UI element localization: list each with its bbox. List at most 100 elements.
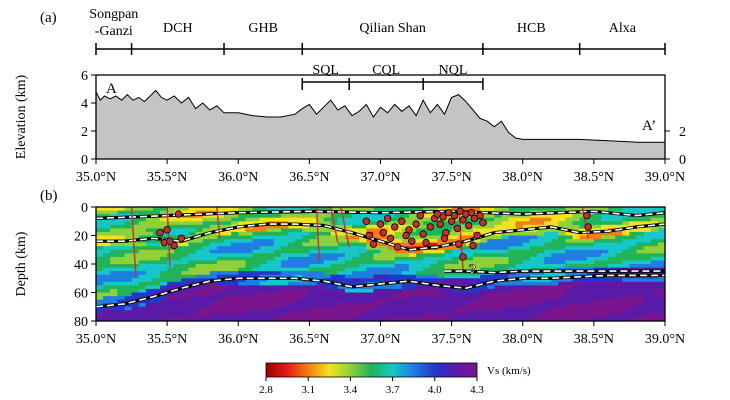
heatmap-cell [387,249,396,254]
heatmap-cell [288,281,296,286]
heatmap-cell [636,303,645,308]
heatmap-cell [608,313,616,319]
heatmap-cell [352,246,360,251]
heatmap-cell [522,296,531,301]
heatmap-cell [224,303,232,308]
heatmap-cell [96,253,104,258]
heatmap-cell [529,253,538,258]
heatmap-cell [551,292,559,297]
xtick-label: 38.5°N [574,170,614,185]
heatmap-cell [657,246,665,251]
heatmap-cell [480,310,488,315]
heatmap-cell [316,274,325,279]
heatmap-cell [458,306,467,311]
heatmap-cell [416,299,424,304]
heatmap-cell [537,313,545,319]
heatmap-cell [145,264,154,269]
heatmap-cell [252,253,261,258]
heatmap-cell [480,235,488,240]
heatmap-cell [323,310,332,315]
heatmap-cell [437,260,446,265]
heatmap-cell [501,246,510,251]
heatmap-cell [131,249,140,254]
heatmap-cell [288,303,296,308]
heatmap-cell [416,274,424,279]
heatmap-cell [188,249,197,254]
heatmap-cell [622,317,631,321]
heatmap-cell [330,292,339,297]
heatmap-cell [473,288,481,294]
heatmap-cell [394,303,403,308]
heatmap-cell [245,278,254,283]
heatmap-cell [636,217,645,222]
heatmap-cell [202,313,211,319]
heatmap-cell [188,253,197,258]
heatmap-cell [316,246,325,251]
heatmap-cell [167,249,175,254]
heatmap-cell [344,239,353,244]
heatmap-cell [473,239,481,244]
heatmap-cell [295,214,303,219]
heatmap-cell [544,246,552,251]
heatmap-cell [394,317,403,321]
earthquake-marker [440,234,449,242]
heatmap-cell [622,207,631,212]
heatmap-cell [444,249,453,254]
xtick-label: 38.5°N [574,332,614,347]
heatmap-cell [629,281,638,286]
heatmap-cell [295,207,303,212]
heatmap-cell [373,214,382,219]
heatmap-cell [117,292,126,297]
heatmap-cell [174,246,182,251]
heatmap-cell [138,306,147,311]
heatmap-cell [458,288,467,294]
heatmap-cell [366,271,375,276]
heatmap-cell [373,274,382,279]
heatmap-cell [202,217,211,222]
heatmap-cell [266,253,275,258]
heatmap-cell [537,256,545,262]
heatmap-cell [160,310,168,315]
heatmap-cell [636,253,645,258]
heatmap-cell [288,317,296,321]
heatmap-cell [344,253,353,258]
heatmap-cell [160,207,168,212]
heatmap-cell [266,214,275,219]
heatmap-cell [529,256,538,262]
heatmap-cell [522,310,531,315]
heatmap-cell [537,281,545,286]
heatmap-cell [103,260,111,265]
xtick-label: 35.0°N [76,170,116,185]
heatmap-cell [487,264,495,269]
heatmap-cell [416,292,424,297]
heatmap-cell [316,267,325,272]
heatmap-cell [337,313,346,319]
heatmap-cell [152,310,161,315]
heatmap-cell [96,292,104,297]
heatmap-cell [138,271,147,276]
heatmap-cell [487,292,495,297]
heatmap-cell [266,256,275,262]
heatmap-cell [494,317,503,321]
heatmap-cell [359,278,367,283]
heatmap-cell [423,217,431,222]
heatmap-cell [515,313,524,319]
heatmap-cell [657,303,665,308]
heatmap-cell [586,242,595,247]
earthquake-marker [450,211,459,220]
heatmap-cell [636,278,645,283]
heatmap-cell [152,264,161,269]
heatmap-cell [608,299,616,304]
earthquake-marker [416,211,424,220]
heatmap-cell [352,224,360,229]
heatmap-cell [145,299,154,304]
heatmap-cell [117,267,126,272]
heatmap-cell [344,281,353,286]
heatmap-cell [273,264,282,269]
heatmap-cell [96,274,104,279]
heatmap-cell [572,264,581,269]
heatmap-cell [409,310,417,315]
heatmap-cell [174,221,182,226]
heatmap-cell [181,217,190,222]
heatmap-cell [266,246,275,251]
